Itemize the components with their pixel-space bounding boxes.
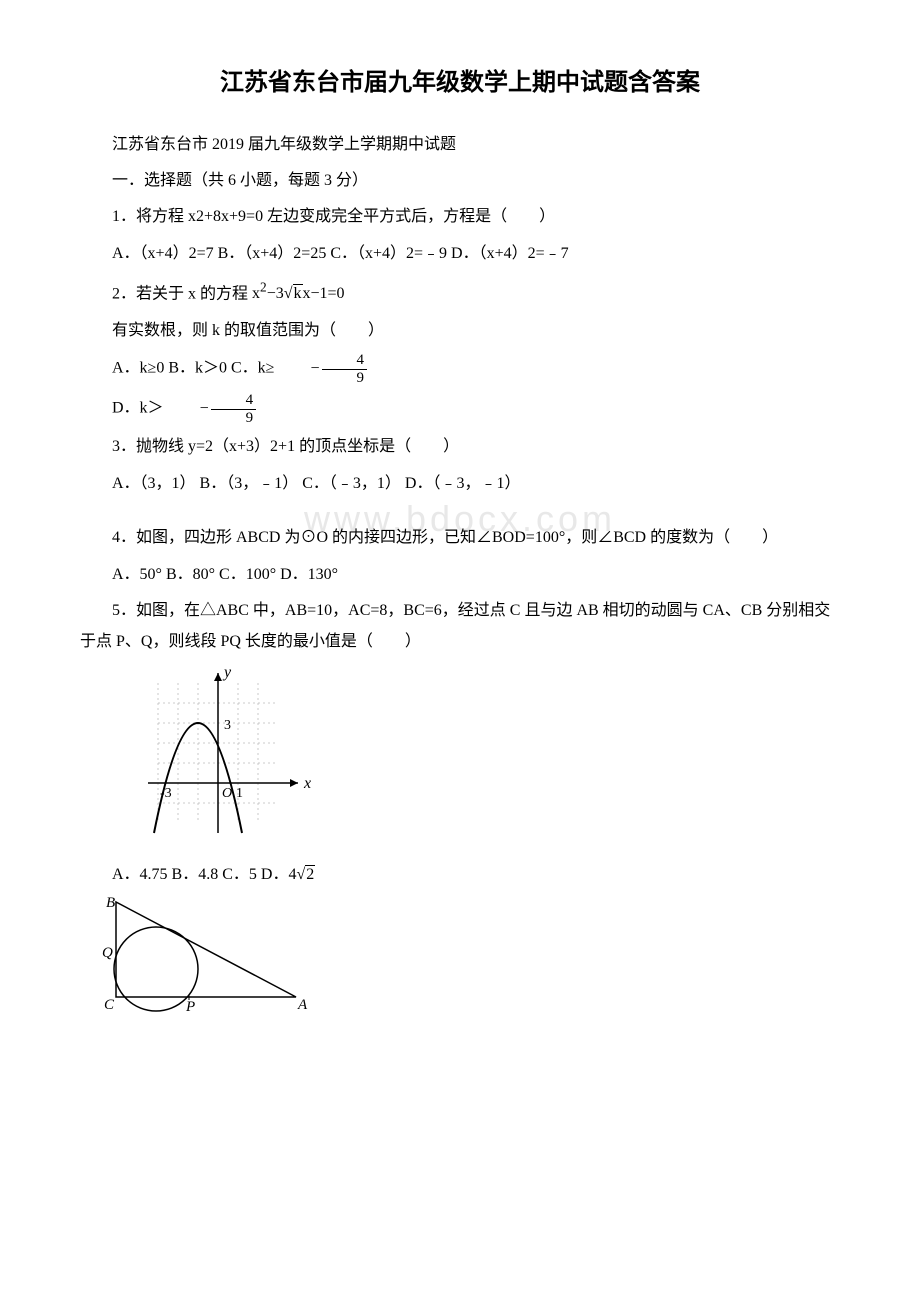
q5-sqrt: 2 [296, 866, 315, 883]
q2-frac-d: −49 [168, 392, 257, 426]
q5-options: A．4.75 B．4.8 C．5 D．42 [80, 860, 840, 890]
y-axis-label: y [222, 664, 232, 681]
q3-options: A．（3，1） B．（3，﹣1） C．（﹣3，1） D．（﹣3，﹣1） [80, 469, 840, 499]
label-P: P [185, 999, 195, 1015]
parabola-figure: x y O 3 -3 1 [128, 663, 840, 854]
q2-frac-c: −49 [278, 352, 367, 386]
label-B: B [106, 897, 115, 911]
x-intercept-right: 1 [236, 786, 243, 801]
q1-options: A．（x+4）2=7 B．（x+4）2=25 C．（x+4）2=﹣9 D．（x+… [80, 239, 840, 269]
subtitle: 江苏省东台市 2019 届九年级数学上学期期中试题 [80, 130, 840, 160]
x-axis-label: x [303, 775, 311, 792]
q2-line2: 有实数根，则 k 的取值范围为（ ） [80, 316, 840, 346]
q2-optD-prefix: D．k＞ [112, 400, 168, 417]
parabola-svg: x y O 3 -3 1 [128, 663, 328, 843]
q3-text: 3．抛物线 y=2（x+3）2+1 的顶点坐标是（ ） [80, 432, 840, 462]
label-Q: Q [102, 945, 113, 961]
q2-prefix: 2．若关于 x 的方程 [112, 285, 252, 302]
q4-text: 4．如图，四边形 ABCD 为⊙O 的内接四边形，已知∠BOD=100°，则∠B… [80, 523, 840, 553]
q2-options-d: D．k＞ −49 [80, 392, 840, 426]
q2-optA: A．k≥0 B．k＞0 C．k≥ [112, 360, 278, 377]
vertex-y-label: 3 [224, 718, 231, 733]
q4-options: A．50° B．80° C．100° D．130° [80, 560, 840, 590]
q2-formula: x2−3kx−1=0 [252, 285, 345, 302]
q2-options-ac: A．k≥0 B．k＞0 C．k≥ −49 [80, 352, 840, 386]
x-intercept-left: -3 [160, 786, 172, 801]
page-title: 江苏省东台市届九年级数学上期中试题含答案 [80, 60, 840, 106]
q5-opts-prefix: A．4.75 B．4.8 C．5 D．4 [112, 866, 296, 883]
triangle-svg: B C A P Q [96, 897, 316, 1017]
section-heading: 一．选择题（共 6 小题，每题 3 分） [80, 166, 840, 196]
label-A: A [297, 997, 308, 1013]
origin-label: O [222, 786, 232, 801]
label-C: C [104, 997, 115, 1013]
q1-text: 1．将方程 x2+8x+9=0 左边变成完全平方式后，方程是（ ） [80, 202, 840, 232]
q2-text: 2．若关于 x 的方程 x2−3kx−1=0 [80, 275, 840, 310]
triangle-figure: B C A P Q [96, 897, 840, 1028]
q5-text: 5．如图，在△ABC 中，AB=10，AC=8，BC=6，经过点 C 且与边 A… [80, 596, 840, 657]
